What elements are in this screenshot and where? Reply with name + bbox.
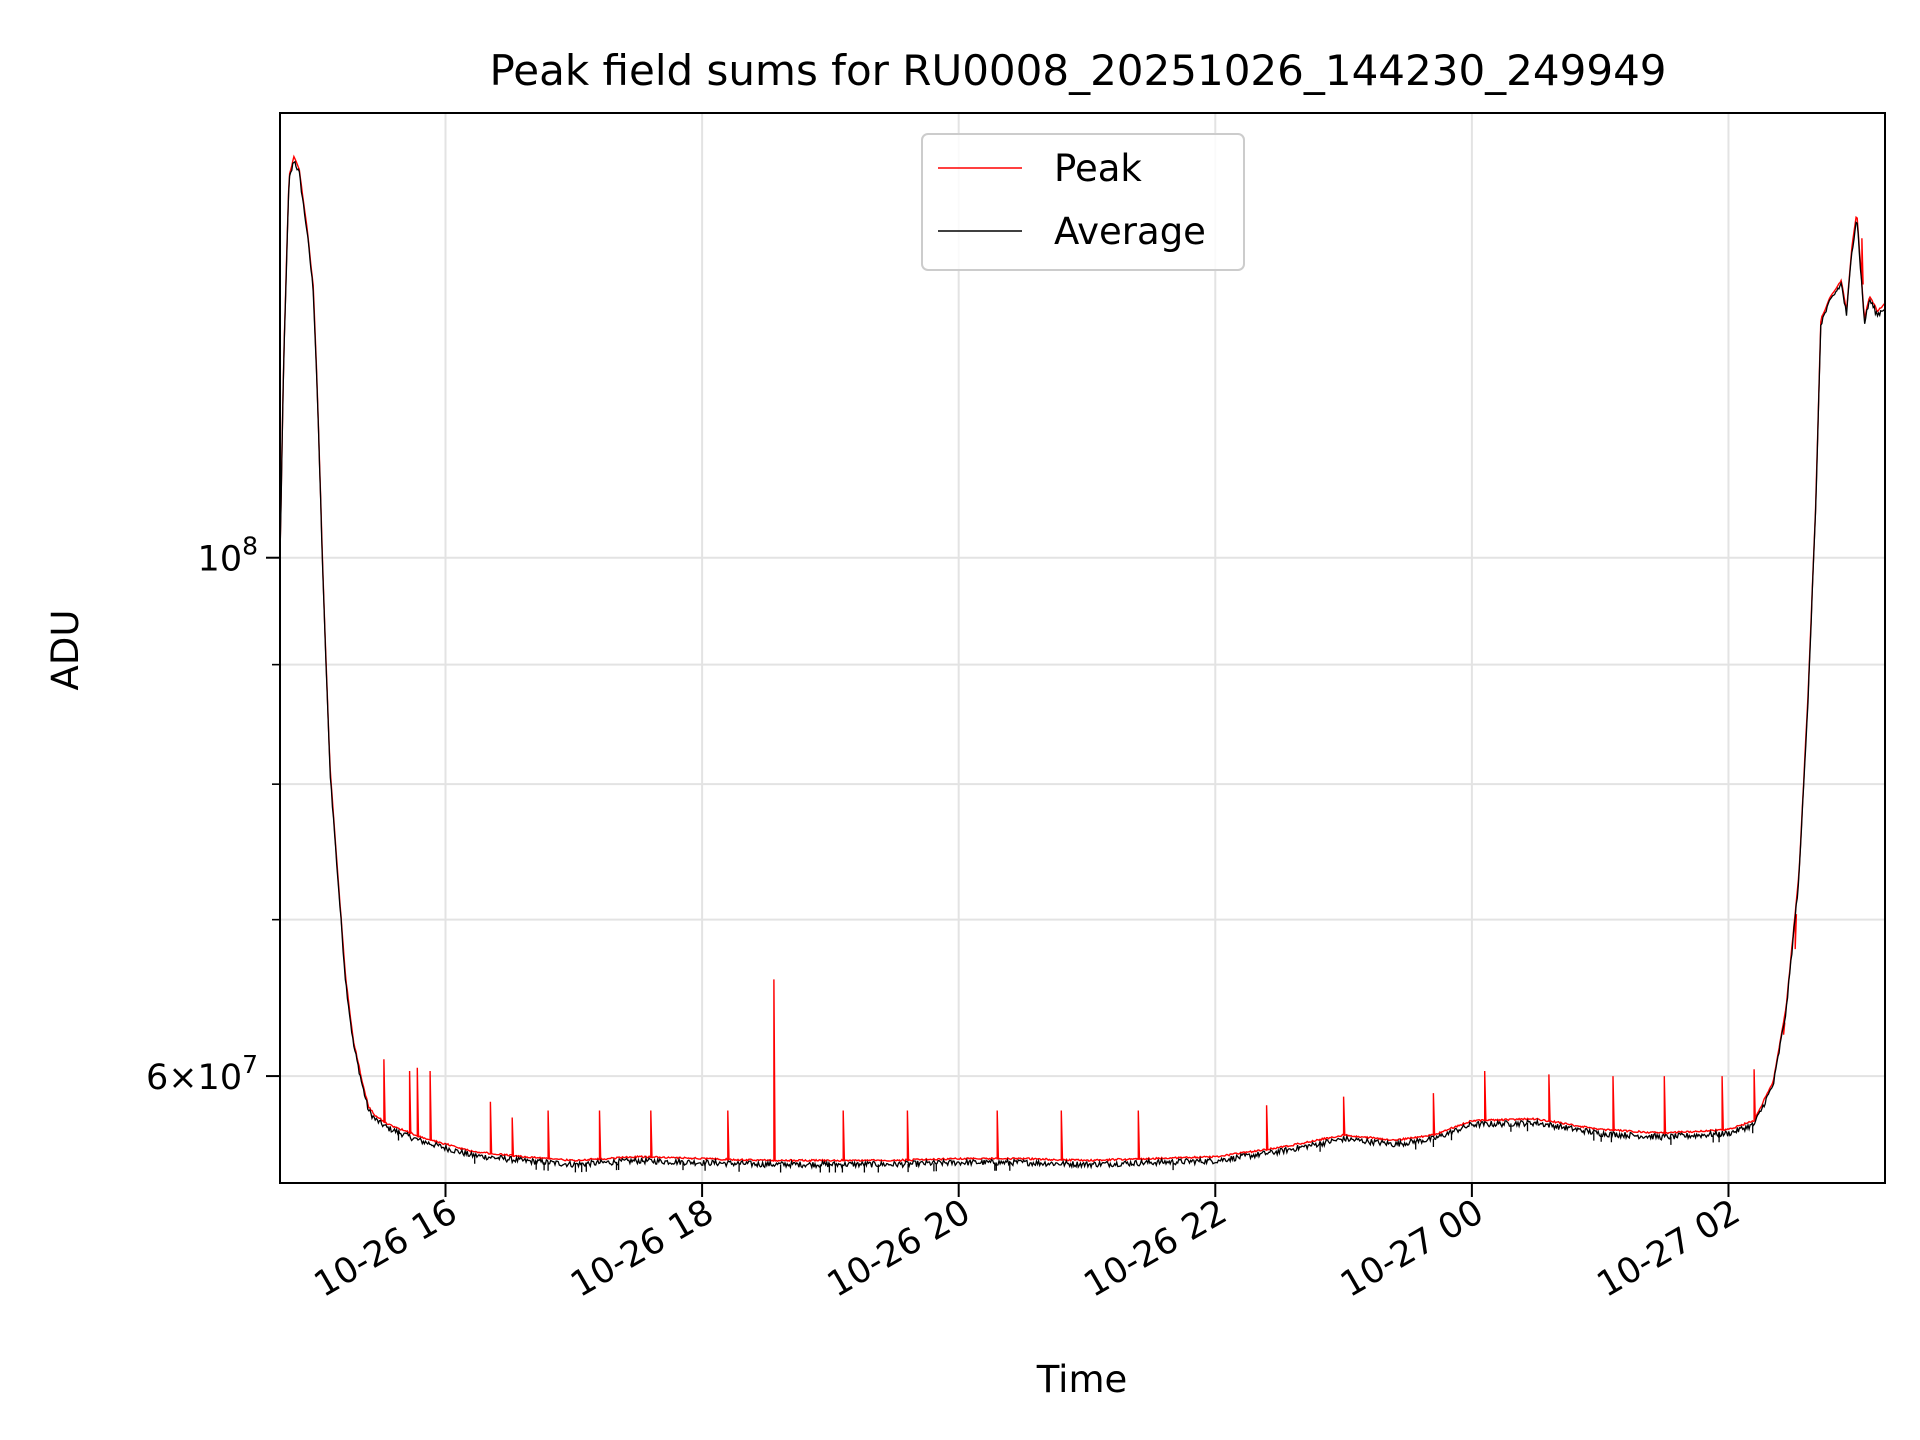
- legend: Peak Average: [921, 133, 1245, 271]
- y-tick-label: 108: [198, 532, 258, 580]
- series-line-average: [280, 160, 1885, 1173]
- x-axis-label: Time: [1036, 1358, 1128, 1401]
- y-tick-mantissa: 6: [146, 1058, 168, 1098]
- legend-label-peak: Peak: [1054, 147, 1142, 190]
- axes-frame: [279, 112, 1886, 1184]
- y-tick-exponent: 8: [242, 532, 258, 561]
- y-tick-label: 6×107: [146, 1050, 258, 1098]
- y-axis-label: ADU: [44, 610, 87, 691]
- series-line-peak: [280, 154, 1885, 1163]
- legend-label-average: Average: [1054, 210, 1206, 253]
- plot-area: [280, 154, 1885, 1173]
- y-tick-base: 10: [198, 540, 243, 580]
- y-tick-base: 10: [198, 1058, 243, 1098]
- grid-layer: [280, 113, 1885, 1183]
- y-tick-exponent: 7: [242, 1050, 258, 1079]
- chart-title: Peak field sums for RU0008_20251026_1442…: [489, 46, 1666, 95]
- y-tick-times: ×: [168, 1058, 197, 1098]
